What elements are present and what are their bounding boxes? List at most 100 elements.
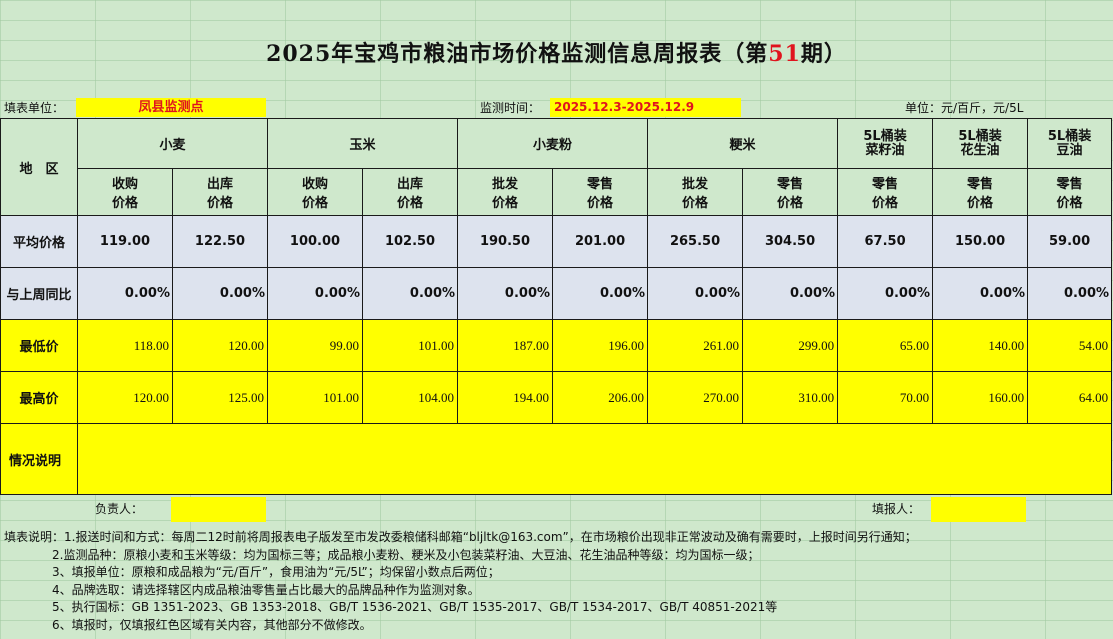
- title-prefix: 2025年宝鸡市粮油市场价格监测信息周报表（第: [266, 41, 769, 67]
- wow-change-cell: 0.00%: [552, 267, 649, 320]
- max-price-cell[interactable]: 64.00: [1027, 371, 1113, 424]
- group-header-wheat: 小麦: [76, 118, 269, 169]
- max-price-row: 最高价 120.00 125.00 101.00 104.00 194.00 206.00…: [0, 371, 1113, 424]
- subheader-cell: 零售 价格: [1027, 168, 1113, 216]
- period-label: 监测时间：: [480, 101, 541, 115]
- max-price-cell[interactable]: 270.00: [647, 371, 744, 424]
- subheader-line1: 零售: [777, 177, 804, 192]
- wow-change-cell: 0.00%: [77, 267, 173, 320]
- subheader-cell: 批发 价格: [457, 168, 554, 216]
- oil-header-line1: 5L桶装: [958, 128, 1002, 144]
- max-price-cell[interactable]: 70.00: [837, 371, 934, 424]
- org-value-cell[interactable]: 凤县监测点: [76, 98, 266, 117]
- avg-price-cell: 67.50: [837, 215, 934, 268]
- row-label-min: 最低价: [0, 319, 78, 372]
- group-header-soybean-oil: 5L桶装 豆油: [1027, 118, 1113, 169]
- group-header-rice: 粳米: [647, 118, 839, 169]
- wow-change-cell: 0.00%: [932, 267, 1029, 320]
- price-table: 地 区 小麦 玉米 小麦粉 粳米 5L桶装 菜籽油 5L桶装 花生油 5L桶装 豆油 …: [0, 118, 1113, 495]
- subheader-line1: 收购: [302, 177, 329, 192]
- min-price-cell[interactable]: 196.00: [552, 319, 649, 372]
- oil-header-line1: 5L桶装: [863, 128, 907, 144]
- wow-change-cell: 0.00%: [1027, 267, 1113, 320]
- instruction-line: 填表说明：1.报送时间和方式：每周二12时前将周报表电子版发至市发改委粮储科邮箱…: [4, 530, 917, 544]
- max-price-cell[interactable]: 125.00: [171, 371, 269, 424]
- unit-label: 单位：元/百斤，元/5L: [905, 101, 1024, 115]
- subheader-cell: 零售 价格: [837, 168, 934, 216]
- subheader-line2: 价格: [397, 196, 424, 211]
- max-price-cell[interactable]: 101.00: [267, 371, 364, 424]
- max-price-cell[interactable]: 104.00: [362, 371, 459, 424]
- row-label-wow: 与上周同比: [0, 267, 78, 320]
- oil-header-line2: 花生油: [960, 142, 1000, 158]
- min-price-cell[interactable]: 101.00: [362, 319, 459, 372]
- avg-price-cell: 122.50: [171, 215, 269, 268]
- instruction-line: 4、品牌选取：请选择辖区内成品粮油零售量占比最大的品牌品种作为监测对象。: [4, 582, 480, 597]
- avg-price-cell: 304.50: [742, 215, 839, 268]
- group-header-flour: 小麦粉: [457, 118, 649, 169]
- wow-change-cell: 0.00%: [267, 267, 364, 320]
- subheader-line1: 零售: [967, 177, 994, 192]
- subheader-line2: 价格: [1056, 196, 1083, 211]
- subheader-line1: 出库: [397, 177, 424, 192]
- org-label: 填表单位：: [4, 101, 65, 115]
- min-price-cell[interactable]: 99.00: [267, 319, 364, 372]
- max-price-cell[interactable]: 120.00: [77, 371, 173, 424]
- min-price-cell[interactable]: 187.00: [457, 319, 554, 372]
- responsible-input-cell[interactable]: [171, 497, 266, 522]
- wow-change-cell: 0.00%: [457, 267, 554, 320]
- min-price-cell[interactable]: 299.00: [742, 319, 839, 372]
- avg-price-cell: 119.00: [77, 215, 173, 268]
- subheader-row: 收购 价格 出库 价格 收购 价格 出库 价格 批发 价格 零售 价格 批发 价格 零售 价格 零售 价格 零售 价格…: [1, 168, 1113, 216]
- subheader-line1: 批发: [492, 177, 519, 192]
- instruction-line: 5、执行国标：GB 1351-2023、GB 1353-2018、GB/T 15…: [4, 600, 778, 615]
- period-value-cell[interactable]: 2025.12.3-2025.12.9: [550, 98, 741, 117]
- avg-price-cell: 190.50: [457, 215, 554, 268]
- avg-price-row: 平均价格 119.00 122.50 100.00 102.50 190.50 201.0…: [0, 215, 1113, 268]
- subheader-line1: 收购: [111, 177, 138, 192]
- oil-header-line1: 5L桶装: [1047, 128, 1092, 144]
- issue-number[interactable]: 51: [768, 41, 801, 67]
- row-label-avg: 平均价格: [0, 215, 78, 268]
- min-price-cell[interactable]: 54.00: [1027, 319, 1113, 372]
- min-price-cell[interactable]: 65.00: [837, 319, 934, 372]
- wow-change-row: 与上周同比 0.00% 0.00% 0.00% 0.00% 0.00% 0.00% 0.00…: [0, 267, 1113, 320]
- max-price-cell[interactable]: 310.00: [742, 371, 839, 424]
- min-price-cell[interactable]: 140.00: [932, 319, 1029, 372]
- subheader-cell: 收购 价格: [77, 168, 173, 216]
- min-price-cell[interactable]: 261.00: [647, 319, 744, 372]
- subheader-line2: 价格: [111, 196, 138, 211]
- subheader-line2: 价格: [207, 196, 234, 211]
- instruction-line: 3、填报单位：原粮和成品粮为“元/百斤”，食用油为“元/5L”；均保留小数点后两…: [4, 565, 500, 580]
- subheader-cell: 批发 价格: [647, 168, 744, 216]
- wow-change-cell: 0.00%: [742, 267, 839, 320]
- subheader-line2: 价格: [302, 196, 329, 211]
- row-label-max: 最高价: [0, 371, 78, 424]
- avg-price-cell: 100.00: [267, 215, 364, 268]
- subheader-line2: 价格: [872, 196, 899, 211]
- subheader-cell: 零售 价格: [932, 168, 1029, 216]
- reporter-input-cell[interactable]: [931, 497, 1026, 522]
- max-price-cell[interactable]: 194.00: [457, 371, 554, 424]
- wow-change-cell: 0.00%: [171, 267, 269, 320]
- instructions: 填表说明：1.报送时间和方式：每周二12时前将周报表电子版发至市发改委粮储科邮箱…: [4, 529, 917, 635]
- title-suffix: 期）: [800, 41, 847, 67]
- avg-price-cell: 265.50: [647, 215, 744, 268]
- wow-change-cell: 0.00%: [362, 267, 459, 320]
- subheader-cell: 零售 价格: [742, 168, 839, 216]
- subheader-line2: 价格: [967, 196, 994, 211]
- remark-cell[interactable]: [76, 423, 1113, 495]
- min-price-cell[interactable]: 120.00: [171, 319, 269, 372]
- subheader-line2: 价格: [587, 196, 614, 211]
- wow-change-cell: 0.00%: [837, 267, 934, 320]
- max-price-cell[interactable]: 160.00: [932, 371, 1029, 424]
- min-price-row: 最低价 118.00 120.00 99.00 101.00 187.00 196.00 2…: [0, 319, 1113, 372]
- subheader-line2: 价格: [682, 196, 709, 211]
- group-header-corn: 玉米: [267, 118, 459, 169]
- subheader-line2: 价格: [492, 196, 519, 211]
- instruction-line: 6、填报时，仅填报红色区域有关内容，其他部分不做修改。: [4, 617, 372, 632]
- max-price-cell[interactable]: 206.00: [552, 371, 649, 424]
- min-price-cell[interactable]: 118.00: [77, 319, 173, 372]
- oil-header-line2: 菜籽油: [865, 142, 905, 158]
- avg-price-cell: 102.50: [362, 215, 459, 268]
